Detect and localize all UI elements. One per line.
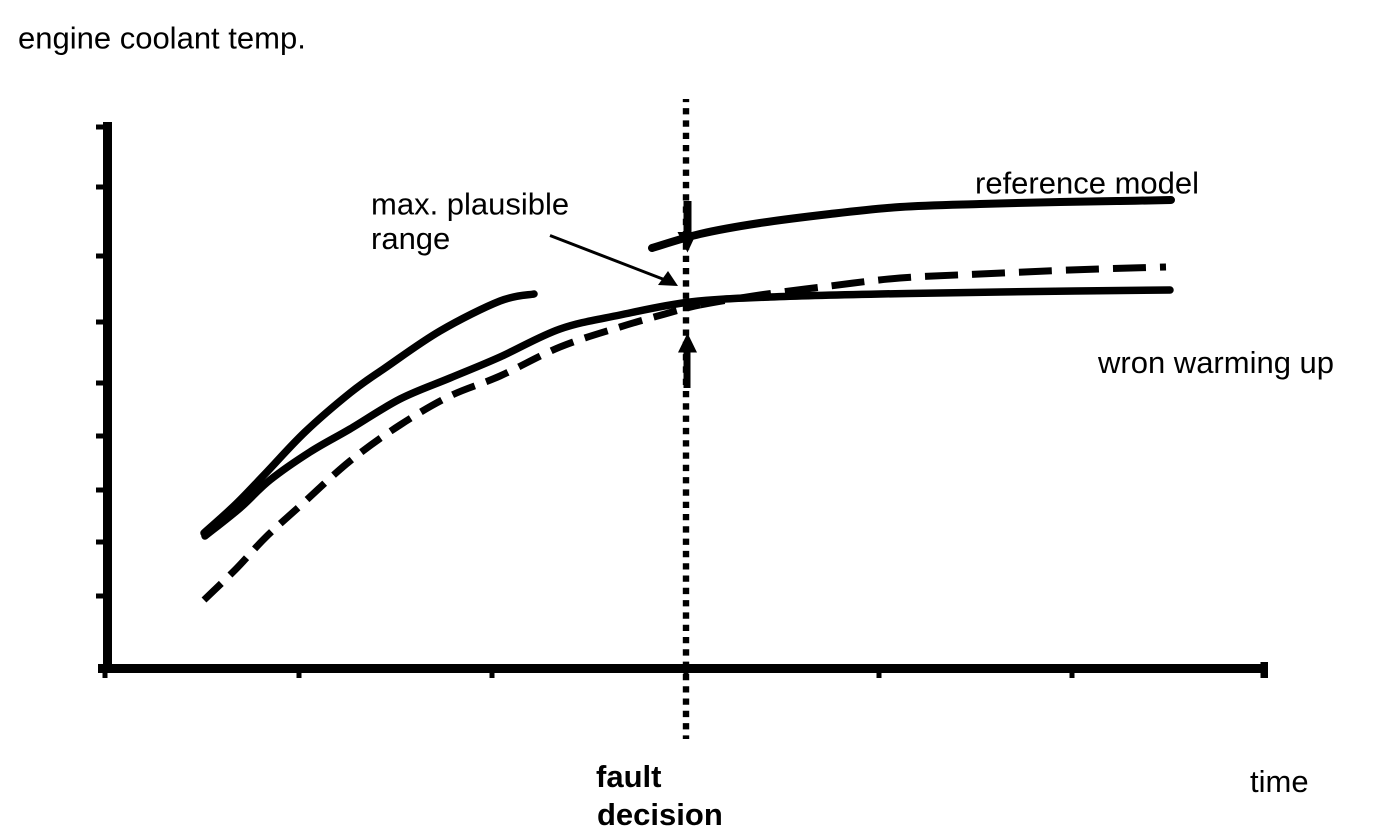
svg-text:time: time: [1250, 764, 1309, 799]
svg-text:fault: fault: [596, 759, 661, 794]
svg-text:reference model: reference model: [975, 166, 1199, 201]
svg-text:max. plausible: max. plausible: [371, 187, 569, 222]
svg-text:decision: decision: [597, 797, 723, 832]
svg-text:range: range: [371, 221, 450, 256]
svg-text:engine coolant temp.: engine coolant temp.: [18, 21, 306, 56]
svg-text:wron warming up: wron warming up: [1097, 345, 1334, 380]
